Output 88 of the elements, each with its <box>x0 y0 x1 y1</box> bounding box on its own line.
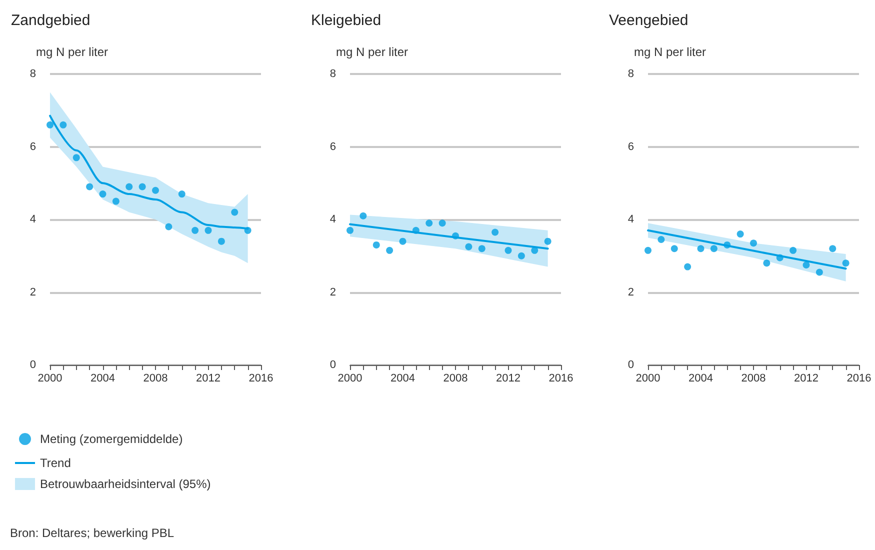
x-tick-label: 2012 <box>496 372 520 384</box>
point <box>99 190 106 198</box>
y-axis-title: mg N per liter <box>634 45 706 59</box>
point <box>244 226 252 234</box>
point <box>452 232 459 240</box>
point <box>710 245 718 252</box>
x-tick-label: 2004 <box>390 372 415 384</box>
y-tick-label: 6 <box>30 140 36 153</box>
point <box>204 226 212 234</box>
point <box>399 238 406 245</box>
point <box>60 121 67 128</box>
point <box>504 246 512 254</box>
point <box>426 220 433 227</box>
x-tick-label: 2000 <box>636 372 660 384</box>
point <box>178 190 186 198</box>
point <box>412 226 420 234</box>
y-tick-label: 8 <box>330 68 336 80</box>
y-tick-label: 8 <box>628 68 634 80</box>
y-tick-label: 0 <box>628 359 634 371</box>
x-tick-label: 2016 <box>248 372 274 384</box>
point <box>670 245 678 252</box>
x-tick-label: 2012 <box>794 372 818 384</box>
x-tick-label: 2012 <box>196 372 220 384</box>
y-tick-label: 0 <box>330 359 336 371</box>
x-tick-label: 2008 <box>143 372 168 384</box>
point <box>152 186 159 194</box>
point <box>544 238 552 245</box>
y-tick-label: 6 <box>628 140 634 153</box>
legend-label: Trend <box>40 456 71 470</box>
point <box>218 238 225 245</box>
point <box>763 260 770 267</box>
point <box>842 260 850 267</box>
legend-label: Meting (zomergemiddelde) <box>40 432 183 446</box>
point <box>138 183 146 190</box>
y-tick-label: 4 <box>330 214 336 226</box>
y-tick-label: 2 <box>30 286 36 298</box>
point <box>802 261 810 268</box>
chart-title: Kleigebied <box>311 12 382 29</box>
x-tick-label: 2016 <box>846 372 872 384</box>
y-tick-label: 2 <box>330 286 336 298</box>
point <box>518 252 525 260</box>
point <box>346 226 354 234</box>
point <box>478 245 486 252</box>
point <box>750 240 757 247</box>
point <box>372 241 380 248</box>
point <box>736 230 744 238</box>
point <box>86 183 94 190</box>
point <box>816 268 823 276</box>
point <box>724 241 731 248</box>
point <box>438 220 446 227</box>
point <box>360 212 367 220</box>
y-tick-label: 4 <box>30 214 36 226</box>
point <box>231 208 238 216</box>
point <box>72 154 80 162</box>
text: Bron: Deltares; bewerking PBL <box>10 526 174 540</box>
point <box>776 254 784 262</box>
y-tick-label: 2 <box>628 286 634 298</box>
point <box>492 228 499 236</box>
y-tick-label: 0 <box>30 359 36 371</box>
point <box>658 236 665 244</box>
y-tick-label: 6 <box>330 140 336 153</box>
x-tick-label: 2000 <box>338 372 362 384</box>
x-tick-label: 2000 <box>38 372 62 384</box>
x-tick-label: 2004 <box>90 372 115 384</box>
text: Betrouwbaarheidsinterval (95%) <box>40 477 211 491</box>
x-tick-label: 2008 <box>443 372 468 384</box>
point <box>126 183 133 190</box>
point <box>46 121 54 128</box>
point <box>829 245 836 252</box>
y-tick-label: 4 <box>628 214 634 226</box>
point <box>790 246 797 254</box>
point <box>386 246 394 254</box>
point <box>684 263 692 270</box>
y-tick-label: 8 <box>30 68 36 80</box>
point <box>644 246 652 254</box>
y-axis-title: mg N per liter <box>36 45 108 59</box>
point <box>112 198 120 205</box>
point <box>465 243 472 250</box>
chart-title: Veengebied <box>609 12 688 29</box>
point <box>192 226 199 234</box>
point <box>697 245 704 252</box>
x-tick-label: 2008 <box>741 372 766 384</box>
point <box>165 223 172 230</box>
y-axis-title: mg N per liter <box>336 45 408 59</box>
x-tick-label: 2004 <box>688 372 713 384</box>
x-tick-label: 2016 <box>548 372 574 384</box>
point <box>531 246 538 254</box>
chart-title: Zandgebied <box>11 12 90 29</box>
